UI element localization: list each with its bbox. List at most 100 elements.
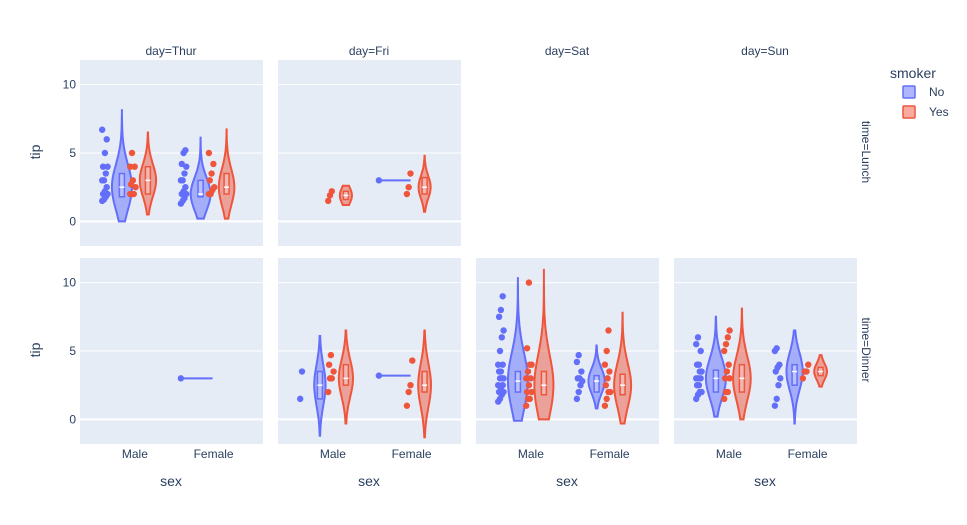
y-tick-labels: 0 5 10 0 5 10 (63, 78, 77, 427)
facet-column-labels: day=Thur day=Fri day=Sat day=Sun (145, 44, 788, 58)
y-tick-label: 5 (69, 146, 76, 160)
facet-label-col-3: day=Sat (545, 44, 590, 58)
data-point (104, 163, 111, 170)
x-tick-label: Male (716, 447, 742, 461)
data-point (694, 334, 702, 341)
data-point (773, 345, 780, 352)
legend-swatch-yes (902, 105, 916, 119)
data-point (405, 388, 412, 396)
data-point (495, 361, 502, 368)
data-point (722, 340, 730, 348)
data-point (726, 375, 733, 382)
violin-box (421, 176, 428, 195)
legend-title: smoker (890, 65, 936, 81)
data-point (495, 381, 502, 389)
data-point (698, 368, 705, 375)
data-point (495, 313, 503, 321)
y-axis-title-row-2: tip (27, 342, 43, 357)
data-point (130, 190, 137, 198)
data-point (103, 136, 110, 143)
data-point (771, 402, 779, 409)
legend-item-yes[interactable]: Yes (902, 105, 949, 119)
x-axis-title-col-3: sex (556, 473, 578, 489)
violin-box (593, 374, 600, 393)
data-point (575, 388, 582, 396)
data-point (524, 368, 532, 375)
data-point (182, 147, 189, 154)
violin-box (421, 370, 428, 393)
data-point (297, 395, 304, 403)
violin-body (417, 329, 433, 439)
data-point (328, 375, 335, 382)
data-point (805, 361, 812, 368)
facet-label-col-2: day=Fri (349, 44, 389, 58)
violin-body (785, 329, 804, 425)
data-point (211, 183, 218, 191)
violin-body (417, 154, 432, 213)
data-point (128, 149, 136, 157)
violin-body (587, 344, 606, 410)
data-point (697, 347, 704, 355)
violin-body (613, 311, 633, 425)
data-point (497, 368, 505, 375)
data-point (298, 368, 306, 375)
data-point (325, 361, 333, 368)
facet-label-row-2: time=Dinner (859, 317, 873, 382)
data-point (523, 345, 531, 352)
x-axis-title-col-4: sex (754, 473, 776, 489)
data-point (179, 177, 186, 184)
data-point (101, 149, 109, 157)
data-point (182, 183, 189, 191)
data-marks (99, 109, 828, 439)
data-point (409, 357, 416, 364)
data-point (498, 334, 505, 341)
data-point (721, 395, 728, 403)
violin-box (540, 370, 548, 396)
data-point (325, 388, 332, 396)
data-point (327, 351, 335, 359)
data-point (526, 395, 533, 403)
violin-body (533, 268, 555, 421)
x-tick-label: Female (788, 447, 828, 461)
x-tick-label: Male (320, 447, 346, 461)
data-point (177, 375, 185, 382)
data-point (578, 368, 585, 375)
x-tick-labels: Male Female Male Female Male Female Male Female (122, 447, 828, 461)
data-point (499, 361, 506, 368)
data-point (127, 163, 134, 170)
data-point (405, 183, 412, 191)
data-point (573, 395, 581, 403)
x-tick-label: Male (518, 447, 544, 461)
data-point (603, 395, 610, 403)
data-point (375, 372, 383, 379)
data-point (528, 388, 535, 396)
data-point (721, 347, 728, 355)
data-point (500, 327, 507, 334)
legend-swatch-no (902, 85, 916, 99)
y-tick-label: 5 (69, 344, 76, 358)
x-tick-label: Female (194, 447, 234, 461)
data-point (604, 375, 611, 382)
data-point (206, 177, 213, 184)
data-point (100, 177, 108, 184)
data-point (698, 388, 705, 396)
violin-box (223, 172, 230, 195)
violin-box (712, 369, 720, 393)
data-point (328, 188, 335, 195)
data-point (181, 170, 188, 177)
data-point (403, 190, 411, 198)
data-point (210, 160, 217, 168)
data-point (773, 395, 780, 403)
data-point (525, 381, 533, 389)
axis-titles: tip tip sex sex sex sex (27, 144, 776, 489)
violin-body (138, 131, 158, 216)
data-point (205, 149, 213, 157)
y-tick-label: 10 (63, 78, 77, 92)
y-tick-label: 10 (63, 276, 77, 290)
legend-item-no[interactable]: No (902, 85, 945, 99)
facet-label-col-1: day=Thur (145, 44, 196, 58)
data-point (407, 381, 414, 389)
data-point (695, 361, 703, 368)
data-point (527, 375, 534, 382)
